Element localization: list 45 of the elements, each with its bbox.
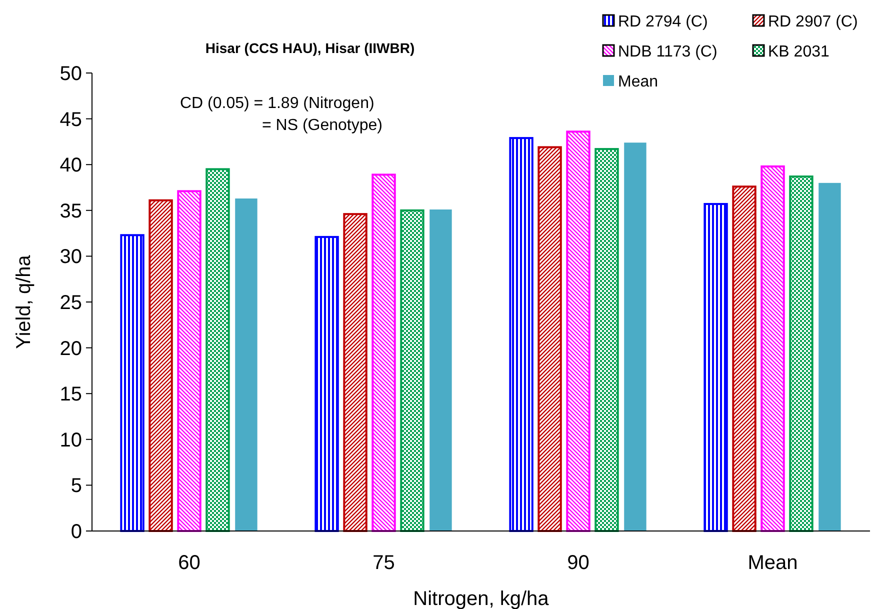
x-tick-label: 90: [567, 552, 590, 574]
x-tick-label: Mean: [748, 552, 798, 574]
bar: [343, 213, 368, 532]
bar: [538, 146, 562, 532]
bar: [400, 209, 424, 532]
y-tick-label: 30: [60, 246, 82, 268]
y-tick-label: 20: [60, 338, 82, 360]
y-tick-label: 15: [60, 384, 82, 406]
bar: [594, 148, 619, 532]
legend-label: RD 2907 (C): [768, 14, 858, 31]
bar: [430, 209, 452, 531]
y-tick-label: 45: [60, 108, 82, 131]
bar: [372, 174, 396, 532]
bar: [120, 234, 144, 532]
legend-label: NDB 1173 (C): [618, 44, 718, 61]
bar: [624, 142, 646, 531]
x-tick-label: 75: [372, 552, 395, 574]
legend-label: RD 2794 (C): [618, 14, 708, 31]
bar: [566, 130, 590, 532]
bar: [314, 236, 339, 532]
y-tick-label: 50: [60, 63, 82, 85]
y-tick-label: 0: [70, 521, 82, 543]
chart-title: Hisar (CCS HAU), Hisar (IIWBR): [205, 40, 415, 56]
bar: [177, 190, 202, 532]
bar: [509, 137, 534, 532]
bar: [704, 202, 728, 532]
legend-label: Mean: [618, 74, 658, 91]
bar: [818, 182, 841, 531]
y-tick-label: 35: [60, 200, 82, 222]
y-tick-label: 10: [60, 429, 82, 452]
y-tick-label: 25: [60, 292, 82, 314]
annotation: CD (0.05) = 1.89 (Nitrogen): [180, 95, 374, 112]
annotation: = NS (Genotype): [262, 117, 382, 134]
x-axis-title: Nitrogen, kg/ha: [413, 588, 550, 609]
y-tick-label: 40: [60, 154, 82, 177]
bar: [760, 165, 785, 532]
bar: [732, 186, 756, 532]
y-tick-label: 5: [70, 475, 82, 498]
bar: [148, 199, 173, 532]
y-axis-title: Yield, q/ha: [13, 254, 35, 349]
bar: [235, 198, 258, 531]
bar: [206, 168, 230, 532]
bar: [789, 176, 814, 532]
x-tick-label: 60: [178, 552, 200, 574]
legend-label: KB 2031: [768, 44, 830, 61]
